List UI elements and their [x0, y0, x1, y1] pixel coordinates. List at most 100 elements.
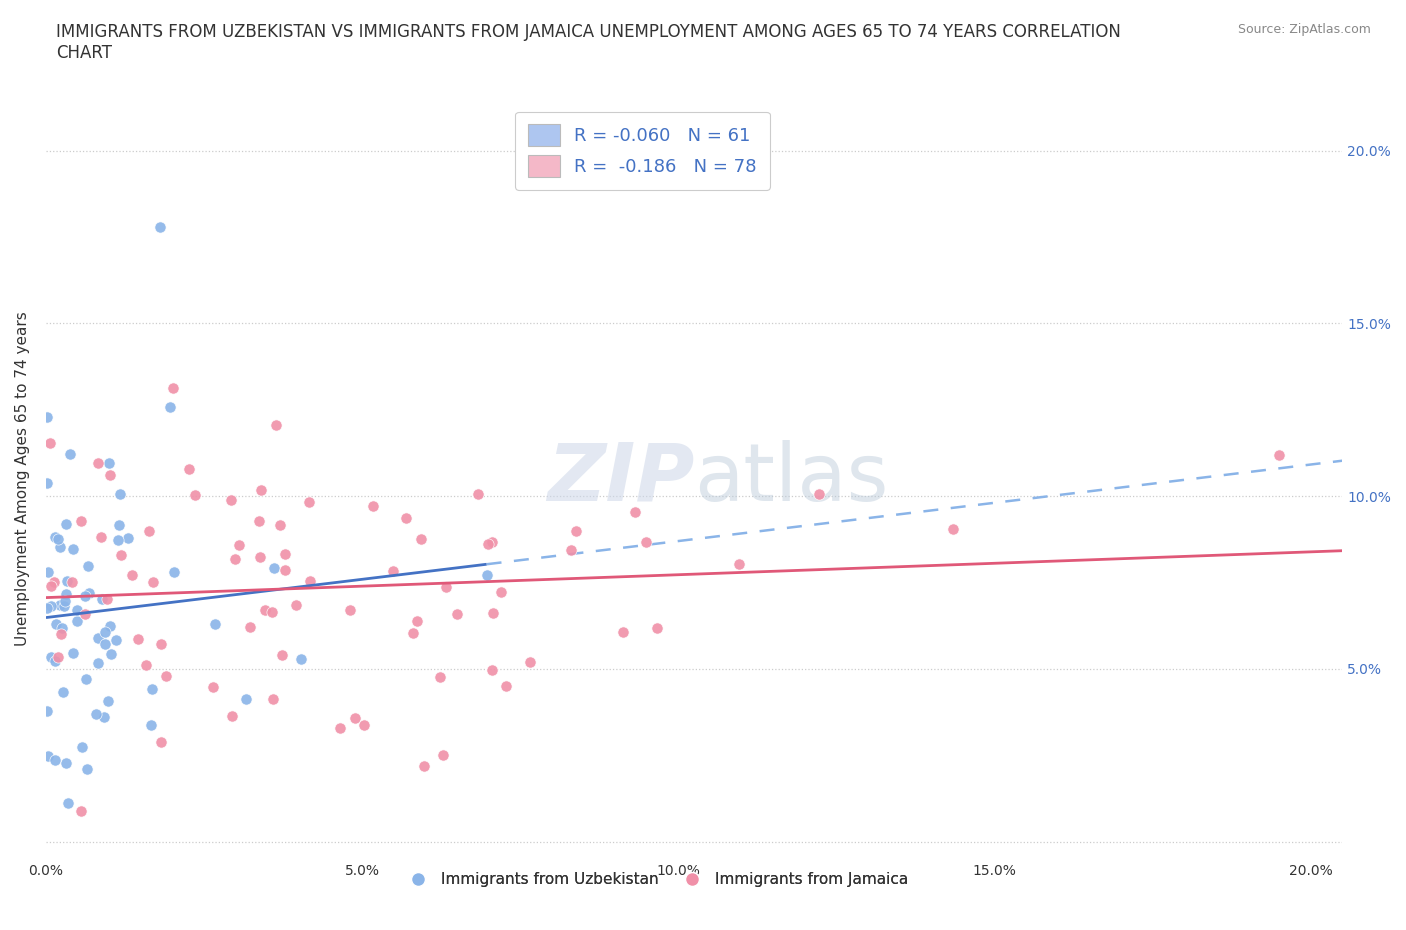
Point — [519, 655, 541, 670]
Point — [224, 551, 246, 566]
Point — [66, 614, 89, 629]
Point — [44, 753, 66, 768]
Point — [560, 543, 582, 558]
Point — [565, 523, 588, 538]
Point — [39, 599, 62, 614]
Point — [96, 591, 118, 606]
Point — [62, 645, 84, 660]
Point — [353, 718, 375, 733]
Point — [60, 575, 83, 590]
Point — [87, 456, 110, 471]
Point — [55, 755, 77, 770]
Point — [37, 565, 59, 579]
Point — [266, 418, 288, 432]
Point — [42, 575, 65, 590]
Point — [77, 559, 100, 574]
Text: ZIP: ZIP — [547, 440, 695, 518]
Point — [159, 399, 181, 414]
Point — [135, 658, 157, 672]
Point — [363, 498, 385, 513]
Point — [91, 591, 114, 606]
Point — [409, 532, 432, 547]
Point — [75, 589, 97, 604]
Point — [495, 678, 517, 693]
Point — [87, 656, 110, 671]
Point — [202, 680, 225, 695]
Point — [269, 517, 291, 532]
Point — [93, 637, 115, 652]
Point — [262, 604, 284, 619]
Point — [70, 739, 93, 754]
Point — [51, 621, 73, 636]
Point — [139, 717, 162, 732]
Point — [150, 735, 173, 750]
Legend: Immigrants from Uzbekistan, Immigrants from Jamaica: Immigrants from Uzbekistan, Immigrants f… — [396, 866, 914, 893]
Point — [90, 529, 112, 544]
Point — [221, 708, 243, 723]
Point — [117, 531, 139, 546]
Point — [412, 759, 434, 774]
Point — [402, 625, 425, 640]
Point — [298, 495, 321, 510]
Point — [446, 607, 468, 622]
Point — [69, 804, 91, 818]
Point — [432, 748, 454, 763]
Point — [284, 598, 307, 613]
Point — [127, 632, 149, 647]
Point — [55, 573, 77, 588]
Point — [73, 606, 96, 621]
Point — [37, 749, 59, 764]
Point — [274, 547, 297, 562]
Point — [808, 487, 831, 502]
Point — [219, 493, 242, 508]
Point — [247, 513, 270, 528]
Point — [94, 625, 117, 640]
Point — [107, 533, 129, 548]
Point — [728, 557, 751, 572]
Point — [228, 538, 250, 552]
Point — [77, 586, 100, 601]
Point — [86, 631, 108, 645]
Point — [84, 706, 107, 721]
Point — [481, 662, 503, 677]
Point — [489, 584, 512, 599]
Point — [235, 692, 257, 707]
Point — [55, 587, 77, 602]
Point — [62, 541, 84, 556]
Point — [481, 535, 503, 550]
Text: IMMIGRANTS FROM UZBEKISTAN VS IMMIGRANTS FROM JAMAICA UNEMPLOYMENT AMONG AGES 65: IMMIGRANTS FROM UZBEKISTAN VS IMMIGRANTS… — [56, 23, 1121, 62]
Point — [48, 650, 70, 665]
Point — [52, 684, 75, 699]
Point — [1268, 447, 1291, 462]
Point — [66, 603, 89, 618]
Point — [329, 721, 352, 736]
Point — [53, 599, 76, 614]
Point — [76, 762, 98, 777]
Point — [141, 682, 163, 697]
Point — [98, 456, 121, 471]
Point — [37, 704, 59, 719]
Point — [39, 578, 62, 593]
Point — [274, 563, 297, 578]
Point — [45, 617, 67, 631]
Point — [105, 632, 128, 647]
Point — [69, 513, 91, 528]
Point — [634, 534, 657, 549]
Point — [645, 620, 668, 635]
Point — [339, 603, 361, 618]
Point — [142, 575, 165, 590]
Point — [93, 710, 115, 724]
Point — [253, 603, 276, 618]
Point — [39, 650, 62, 665]
Point — [49, 598, 72, 613]
Point — [395, 511, 418, 525]
Point — [290, 652, 312, 667]
Point — [434, 579, 457, 594]
Point — [299, 574, 322, 589]
Point — [46, 531, 69, 546]
Point — [35, 476, 58, 491]
Point — [942, 521, 965, 536]
Point — [204, 617, 226, 631]
Point — [44, 653, 66, 668]
Point — [59, 446, 82, 461]
